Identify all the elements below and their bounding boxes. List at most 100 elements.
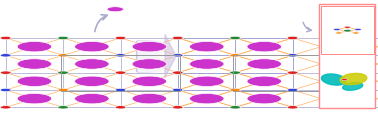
Circle shape xyxy=(230,89,240,92)
Circle shape xyxy=(132,94,167,104)
Circle shape xyxy=(172,89,183,92)
Circle shape xyxy=(0,54,11,57)
Bar xyxy=(138,42,164,71)
Circle shape xyxy=(288,71,298,75)
Bar xyxy=(138,42,155,71)
Circle shape xyxy=(173,37,183,40)
Circle shape xyxy=(345,106,355,109)
Circle shape xyxy=(58,37,68,40)
Bar xyxy=(137,42,146,71)
Circle shape xyxy=(115,37,126,40)
Circle shape xyxy=(287,71,298,75)
Circle shape xyxy=(352,33,359,35)
Circle shape xyxy=(345,71,355,75)
Circle shape xyxy=(172,54,183,57)
Circle shape xyxy=(115,89,126,92)
Bar xyxy=(138,42,158,71)
Circle shape xyxy=(0,71,11,75)
Bar xyxy=(138,42,160,71)
Bar xyxy=(138,42,161,71)
Bar xyxy=(137,42,144,71)
Circle shape xyxy=(115,54,126,57)
Circle shape xyxy=(132,59,167,70)
Bar xyxy=(137,42,142,71)
Circle shape xyxy=(344,27,351,29)
Bar xyxy=(138,42,153,71)
Bar xyxy=(136,42,137,71)
Circle shape xyxy=(17,94,52,104)
Bar xyxy=(138,42,152,71)
Circle shape xyxy=(230,37,240,40)
Bar xyxy=(137,42,147,71)
Circle shape xyxy=(107,8,124,13)
Bar xyxy=(138,42,162,71)
Circle shape xyxy=(288,37,298,40)
Circle shape xyxy=(58,89,68,92)
Bar xyxy=(137,42,143,71)
Circle shape xyxy=(189,76,224,87)
Bar xyxy=(319,5,375,108)
Circle shape xyxy=(17,76,52,87)
Circle shape xyxy=(287,89,298,92)
Circle shape xyxy=(288,106,298,109)
Circle shape xyxy=(247,42,282,52)
Circle shape xyxy=(132,42,167,52)
Circle shape xyxy=(132,76,167,87)
Circle shape xyxy=(189,42,224,52)
Circle shape xyxy=(115,106,126,109)
Circle shape xyxy=(58,71,68,75)
Circle shape xyxy=(287,37,298,40)
Circle shape xyxy=(173,89,183,92)
Circle shape xyxy=(287,106,298,109)
Circle shape xyxy=(115,71,126,75)
Circle shape xyxy=(345,54,355,57)
Circle shape xyxy=(345,37,355,40)
Circle shape xyxy=(74,59,109,70)
Circle shape xyxy=(336,33,342,35)
Circle shape xyxy=(345,89,355,92)
Bar xyxy=(61,55,180,91)
Circle shape xyxy=(17,59,52,70)
Circle shape xyxy=(74,76,109,87)
Ellipse shape xyxy=(340,74,367,85)
Circle shape xyxy=(230,106,241,109)
Circle shape xyxy=(189,59,224,70)
Circle shape xyxy=(58,106,68,109)
Bar xyxy=(138,42,156,71)
Bar xyxy=(138,42,149,71)
Circle shape xyxy=(0,106,11,109)
Circle shape xyxy=(230,54,240,57)
Circle shape xyxy=(288,89,298,92)
Circle shape xyxy=(230,71,240,75)
Bar xyxy=(137,42,140,71)
Bar xyxy=(137,42,141,71)
Circle shape xyxy=(173,106,183,109)
Circle shape xyxy=(355,29,361,31)
Circle shape xyxy=(189,94,224,104)
Bar xyxy=(138,42,163,71)
Bar xyxy=(138,42,152,71)
Circle shape xyxy=(333,29,340,31)
Circle shape xyxy=(230,54,241,57)
Circle shape xyxy=(0,37,11,40)
Circle shape xyxy=(247,59,282,70)
Bar xyxy=(321,7,374,54)
Bar xyxy=(138,42,159,71)
Bar xyxy=(138,42,157,71)
Bar xyxy=(233,55,352,91)
Circle shape xyxy=(74,94,109,104)
Circle shape xyxy=(58,54,68,57)
Circle shape xyxy=(172,106,183,109)
Bar xyxy=(137,42,139,71)
Circle shape xyxy=(173,71,183,75)
Bar xyxy=(138,42,150,71)
Circle shape xyxy=(343,30,352,33)
Circle shape xyxy=(341,79,347,81)
Circle shape xyxy=(74,42,109,52)
Bar xyxy=(137,42,138,71)
Circle shape xyxy=(230,89,241,92)
Circle shape xyxy=(247,76,282,87)
Bar xyxy=(138,42,150,71)
Ellipse shape xyxy=(321,74,346,85)
Circle shape xyxy=(230,71,241,75)
